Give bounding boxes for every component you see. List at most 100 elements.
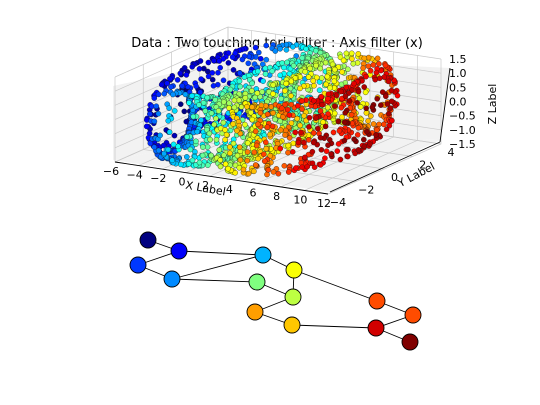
mapper-graph bbox=[129, 231, 422, 351]
torus-point bbox=[147, 111, 153, 117]
torus-point bbox=[212, 97, 218, 103]
torus-point bbox=[299, 164, 305, 170]
torus-point bbox=[249, 80, 255, 87]
torus-point bbox=[384, 101, 391, 107]
torus-point bbox=[174, 77, 181, 83]
torus-point bbox=[367, 67, 374, 74]
torus-point bbox=[213, 136, 220, 143]
torus-point bbox=[335, 141, 342, 147]
torus-point bbox=[196, 159, 203, 166]
torus-point bbox=[310, 130, 317, 136]
torus-point bbox=[234, 152, 241, 159]
torus-point bbox=[327, 85, 333, 91]
z-tick-label: −0.5 bbox=[449, 110, 476, 123]
torus-point bbox=[351, 80, 357, 87]
torus-point bbox=[343, 84, 349, 91]
torus-point bbox=[363, 105, 369, 112]
torus-point bbox=[339, 69, 345, 75]
torus-point bbox=[363, 110, 370, 116]
torus-point bbox=[269, 68, 275, 74]
torus-point bbox=[333, 92, 340, 99]
torus-point bbox=[257, 110, 264, 116]
torus-point bbox=[196, 102, 202, 108]
torus-point bbox=[237, 83, 243, 90]
y-tick-label: −4 bbox=[330, 196, 346, 209]
torus-point bbox=[307, 65, 313, 72]
torus-point bbox=[198, 76, 204, 82]
torus-point bbox=[157, 132, 163, 139]
torus-point bbox=[204, 144, 211, 150]
x-tick-label: 10 bbox=[293, 193, 307, 206]
torus-point bbox=[200, 144, 206, 150]
torus-point bbox=[277, 127, 284, 133]
torus-point bbox=[342, 93, 349, 99]
torus-point bbox=[365, 63, 372, 69]
z-tick-labels: −1.5−1.0−0.50.0 0.51.01.5 bbox=[449, 53, 476, 151]
torus-point bbox=[337, 156, 344, 163]
torus-point bbox=[340, 57, 347, 64]
torus-point bbox=[368, 113, 374, 119]
torus-point bbox=[245, 60, 252, 67]
torus-point bbox=[185, 161, 192, 167]
torus-point bbox=[277, 145, 284, 152]
torus-point bbox=[194, 128, 200, 135]
torus-point bbox=[165, 146, 171, 153]
torus-point bbox=[205, 162, 211, 168]
torus-point bbox=[255, 121, 261, 128]
torus-point bbox=[177, 101, 184, 107]
torus-point bbox=[335, 118, 342, 125]
x-tick-label: −4 bbox=[127, 169, 143, 182]
torus-point bbox=[322, 123, 329, 130]
torus-point bbox=[264, 171, 270, 178]
torus-point bbox=[320, 119, 326, 125]
torus-point bbox=[155, 91, 162, 98]
graph-node bbox=[284, 288, 302, 306]
torus-point bbox=[164, 80, 170, 87]
torus-point bbox=[362, 89, 369, 96]
torus-point bbox=[279, 105, 285, 111]
torus-point bbox=[381, 121, 387, 128]
torus-point bbox=[257, 55, 264, 62]
torus-point bbox=[251, 168, 257, 175]
torus-point bbox=[170, 91, 176, 98]
torus-point bbox=[281, 163, 288, 169]
torus-point bbox=[356, 95, 363, 102]
z-tick-label: 1.0 bbox=[449, 67, 467, 80]
torus-point bbox=[178, 161, 184, 168]
torus-point bbox=[313, 48, 319, 54]
torus-point bbox=[343, 50, 350, 57]
x-tick-labels: −6 −4 −2 0 2 4 6 8 10 12 bbox=[103, 165, 331, 210]
graph-node bbox=[283, 316, 301, 334]
torus-point bbox=[319, 102, 325, 108]
torus-point bbox=[305, 74, 312, 80]
torus-point bbox=[310, 139, 317, 146]
torus-point bbox=[189, 64, 195, 70]
torus-point bbox=[210, 83, 217, 89]
torus-point bbox=[169, 157, 175, 164]
torus-point bbox=[171, 132, 178, 139]
torus-point bbox=[316, 87, 323, 93]
torus-point bbox=[334, 148, 341, 154]
torus-point bbox=[190, 113, 197, 120]
torus-point bbox=[171, 108, 178, 114]
torus-point bbox=[231, 104, 238, 111]
torus-point bbox=[263, 56, 270, 63]
torus-point bbox=[286, 112, 293, 118]
torus-point bbox=[351, 136, 357, 142]
torus-point bbox=[155, 147, 162, 154]
torus-point bbox=[177, 70, 184, 77]
torus-point bbox=[290, 44, 296, 50]
torus-point bbox=[299, 55, 305, 61]
torus-point bbox=[292, 129, 299, 136]
torus-point bbox=[294, 115, 300, 122]
grid-line-z bbox=[114, 26, 442, 78]
z-tick-label: 0.5 bbox=[449, 81, 467, 94]
torus-point bbox=[282, 88, 288, 94]
torus-point bbox=[338, 88, 344, 95]
torus-point bbox=[302, 68, 308, 75]
torus-point bbox=[197, 58, 204, 64]
torus-point bbox=[198, 117, 204, 123]
torus-point bbox=[226, 105, 232, 111]
y-tick-label: 0 bbox=[391, 171, 398, 184]
torus-point bbox=[184, 134, 190, 140]
